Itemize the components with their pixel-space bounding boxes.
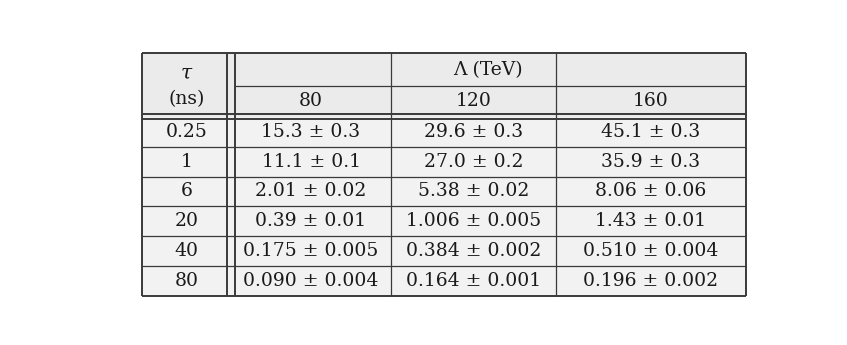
Text: 40: 40 — [174, 243, 198, 260]
Text: 0.164 ± 0.001: 0.164 ± 0.001 — [406, 273, 541, 290]
Text: 35.9 ± 0.3: 35.9 ± 0.3 — [601, 152, 700, 170]
Text: 0.39 ± 0.01: 0.39 ± 0.01 — [256, 213, 367, 230]
Text: 0.384 ± 0.002: 0.384 ± 0.002 — [406, 243, 541, 260]
Text: 8.06 ± 0.06: 8.06 ± 0.06 — [595, 183, 706, 200]
Text: τ: τ — [180, 63, 192, 82]
Text: 5.38 ± 0.02: 5.38 ± 0.02 — [418, 183, 529, 200]
Text: 11.1 ± 0.1: 11.1 ± 0.1 — [262, 152, 361, 170]
Text: 29.6 ± 0.3: 29.6 ± 0.3 — [424, 122, 523, 140]
Text: 0.175 ± 0.005: 0.175 ± 0.005 — [243, 243, 379, 260]
Text: 0.510 ± 0.004: 0.510 ± 0.004 — [583, 243, 718, 260]
Text: 80: 80 — [299, 92, 323, 110]
Text: 6: 6 — [180, 183, 192, 200]
Text: 1.006 ± 0.005: 1.006 ± 0.005 — [406, 213, 541, 230]
Text: 0.090 ± 0.004: 0.090 ± 0.004 — [243, 273, 379, 290]
Text: 20: 20 — [174, 213, 198, 230]
Text: 45.1 ± 0.3: 45.1 ± 0.3 — [601, 122, 700, 140]
Text: 2.01 ± 0.02: 2.01 ± 0.02 — [255, 183, 367, 200]
Text: 15.3 ± 0.3: 15.3 ± 0.3 — [262, 122, 361, 140]
Text: 27.0 ± 0.2: 27.0 ± 0.2 — [424, 152, 523, 170]
Text: 1: 1 — [180, 152, 192, 170]
Text: 0.25: 0.25 — [165, 122, 208, 140]
Text: 120: 120 — [456, 92, 491, 110]
Text: 80: 80 — [174, 273, 198, 290]
Text: 1.43 ± 0.01: 1.43 ± 0.01 — [595, 213, 706, 230]
Text: 0.196 ± 0.002: 0.196 ± 0.002 — [583, 273, 718, 290]
Text: Λ (TeV): Λ (TeV) — [453, 61, 523, 79]
Text: 160: 160 — [633, 92, 668, 110]
Text: (ns): (ns) — [168, 91, 204, 109]
